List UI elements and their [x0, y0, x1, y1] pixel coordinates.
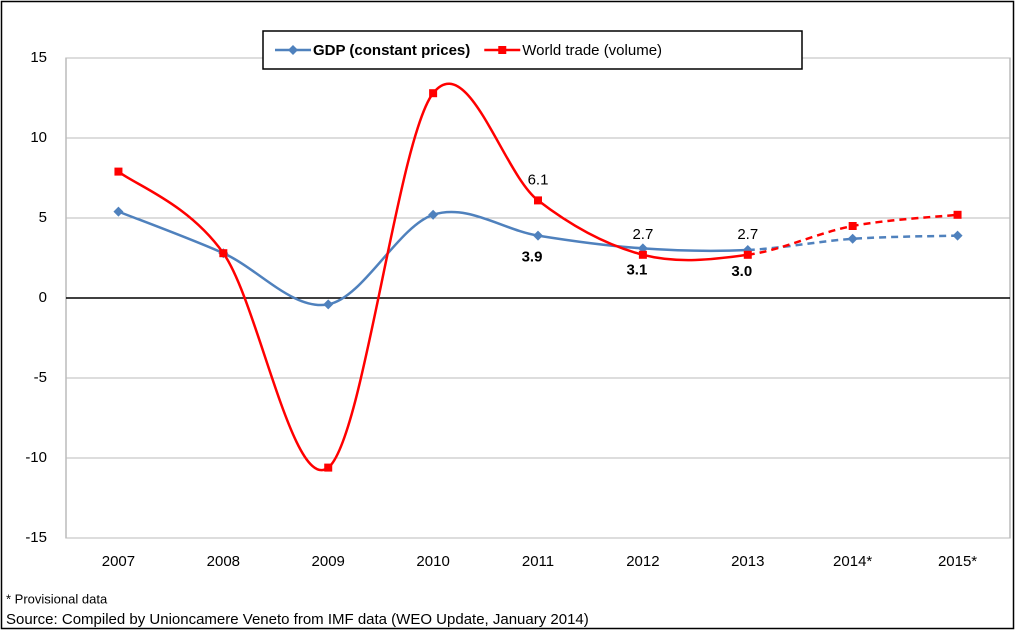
marker	[498, 46, 507, 54]
data-label: 6.1	[528, 171, 549, 188]
marker	[324, 463, 333, 472]
x-tick-label: 2008	[207, 553, 240, 570]
marker	[848, 222, 857, 230]
legend-label: World trade (volume)	[522, 42, 662, 59]
marker	[743, 250, 752, 259]
marker	[952, 230, 963, 241]
marker	[219, 249, 228, 258]
y-tick-label: 5	[39, 209, 47, 226]
data-label: 2.7	[737, 226, 758, 243]
data-label: 2.7	[632, 226, 653, 243]
marker	[323, 299, 334, 310]
series-line-provisional	[747, 234, 958, 252]
y-tick-label: -10	[25, 449, 47, 466]
marker	[288, 45, 298, 55]
x-tick-label: 2009	[312, 553, 345, 570]
y-tick-label: 10	[30, 129, 47, 146]
x-tick-label: 2011	[522, 553, 554, 570]
marker	[113, 206, 124, 217]
data-label: 3.1	[626, 261, 647, 278]
x-tick-label: 2007	[102, 553, 135, 570]
x-tick-label: 2013	[731, 553, 764, 570]
legend-label: GDP (constant prices)	[313, 42, 470, 59]
x-tick-label: 2012	[626, 553, 659, 570]
footnote: * Provisional data	[6, 591, 108, 606]
marker	[429, 89, 438, 98]
legend-box	[262, 30, 803, 70]
y-tick-label: -15	[25, 529, 47, 546]
y-tick-label: -5	[34, 369, 47, 386]
source-note: Source: Compiled by Unioncamere Veneto f…	[6, 611, 589, 628]
marker	[953, 210, 962, 219]
marker	[428, 209, 439, 220]
series-line	[117, 82, 748, 472]
marker	[534, 196, 542, 205]
y-tick-label: 0	[39, 289, 47, 306]
x-tick-label: 2010	[416, 553, 449, 570]
marker	[847, 233, 858, 244]
marker	[114, 167, 123, 176]
data-label: 3.0	[731, 263, 752, 280]
data-label: 3.9	[522, 249, 543, 266]
marker	[533, 230, 543, 241]
x-tick-label: 2015*	[938, 553, 977, 570]
x-tick-label: 2014*	[833, 553, 872, 570]
marker	[638, 250, 647, 259]
y-tick-label: 15	[30, 49, 47, 66]
